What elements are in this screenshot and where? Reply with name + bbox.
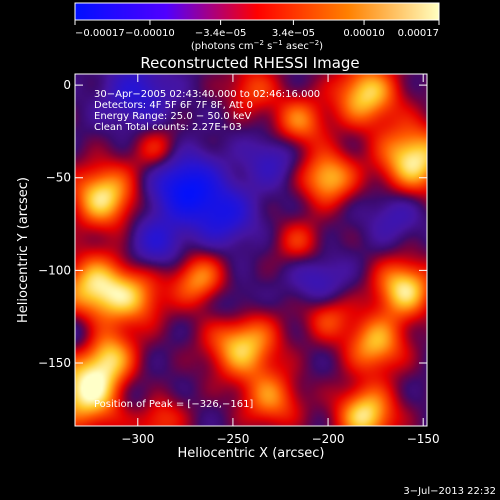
annotation-line: Detectors: 4F 5F 6F 7F 8F, Att 0	[94, 100, 253, 111]
annotation-line: Clean Total counts: 2.27E+03	[94, 122, 242, 133]
y-tick-label: −150	[38, 356, 71, 370]
colorbar-tick-label: −0.00010	[125, 28, 175, 39]
annotation-line: Energy Range: 25.0 − 50.0 keV	[94, 111, 251, 122]
colorbar-tick-label: 0.00010	[343, 28, 384, 39]
colorbar-tick-label: −0.00017	[75, 28, 125, 39]
x-axis-label: Heliocentric X (arcsec)	[178, 446, 325, 461]
colorbar-ticks: −0.00017 −0.00010 −3.4e−05 3.4e−05 0.00010 0.…	[74, 20, 440, 39]
annotation-block: 30−Apr−2005 02:43:40.000 to 02:46:16.000…	[94, 89, 320, 133]
x-tick-label: −200	[312, 432, 345, 446]
y-tick-label: −100	[38, 263, 71, 277]
x-axis: −300 −250 −200 −150	[121, 74, 440, 446]
plot-date: 3−Jul−2013 22:32	[403, 486, 496, 497]
x-tick-label: −300	[121, 432, 154, 446]
y-tick-label: −50	[46, 171, 71, 185]
y-tick-label: 0	[63, 78, 71, 92]
plot-frame	[74, 73, 428, 427]
annotation-line: 30−Apr−2005 02:43:40.000 to 02:46:16.000	[94, 89, 320, 100]
colorbar-tick-label: −3.4e−05	[195, 28, 247, 39]
colorbar-tick-label: 3.4e−05	[272, 28, 315, 39]
x-tick-label: −150	[407, 432, 440, 446]
chart-title: Reconstructed RHESSI Image	[140, 54, 359, 72]
x-tick-label: −250	[216, 432, 249, 446]
colorbar	[74, 2, 440, 21]
peak-position-label: Position of Peak = [−326,−161]	[94, 399, 253, 410]
heatmap-image	[75, 74, 427, 426]
y-axis-label: Heliocentric Y (arcsec)	[16, 177, 31, 323]
colorbar-units: (photons cm−2 s−1 asec−2)	[191, 39, 323, 52]
colorbar-tick-label: 0.00017	[398, 28, 439, 39]
y-axis: 0 −50 −100 −150	[38, 78, 427, 370]
